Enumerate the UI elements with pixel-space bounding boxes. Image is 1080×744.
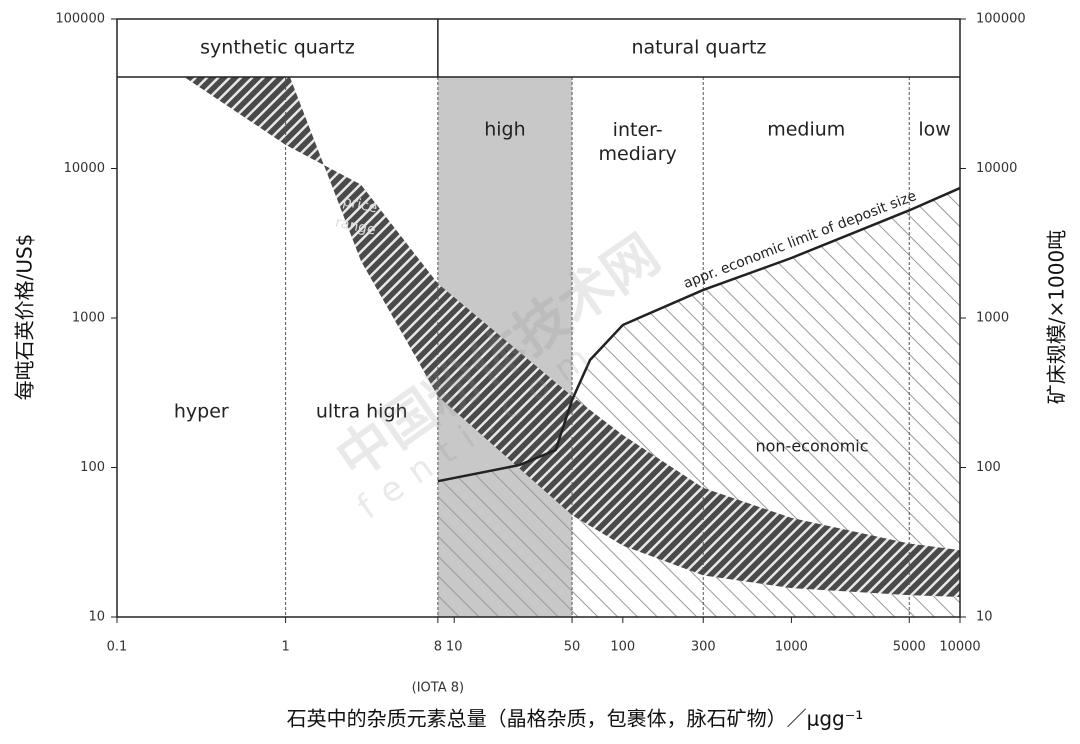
zone-label: low xyxy=(918,119,950,141)
y2-axis-label: 矿床规模/×1000吨 xyxy=(1045,230,1069,404)
price-band-label-line: price xyxy=(341,194,378,217)
y2-tick-label: 10 xyxy=(976,610,993,625)
zone-label: hyper xyxy=(174,401,229,423)
price-band xyxy=(184,77,960,598)
y-tick-label: 100 xyxy=(80,460,105,475)
x-tick-label: 8 xyxy=(434,640,442,655)
y-tick-label: 10000 xyxy=(64,161,105,176)
y2-tick-label: 10000 xyxy=(976,161,1017,176)
y-tick-label: 1000 xyxy=(72,311,105,326)
economic-limit-line xyxy=(437,186,961,483)
x-tick-label: 10000 xyxy=(939,640,980,655)
zone-label: high xyxy=(484,119,525,141)
x-tick-label: 1 xyxy=(281,640,289,655)
y2-tick-label: 1000 xyxy=(976,311,1009,326)
zone-label: medium xyxy=(767,119,845,141)
price-band-label: pricerange xyxy=(334,193,382,239)
x-tick-label: 5000 xyxy=(893,640,926,655)
x-axis-label: 石英中的杂质元素总量（晶格杂质，包裹体，脉石矿物）／μgg⁻¹ xyxy=(287,707,864,731)
x-tick-label: 1000 xyxy=(775,640,808,655)
zone-label: ultra high xyxy=(316,401,408,423)
x-tick-label: 10 xyxy=(446,640,463,655)
x-tick-label: 300 xyxy=(691,640,716,655)
header-label: natural quartz xyxy=(631,37,766,59)
y-axis-label: 每吨石英价格/US$ xyxy=(13,234,37,401)
zone-label: inter-mediary xyxy=(599,119,677,165)
y2-tick-label: 100000 xyxy=(976,12,1026,27)
x-tick-label: 0.1 xyxy=(107,640,128,655)
x-tick-label: 50 xyxy=(564,640,581,655)
y-tick-label: 100000 xyxy=(55,12,105,27)
y-tick-label: 10 xyxy=(88,610,105,625)
x-tick-label: 100 xyxy=(610,640,635,655)
zone-label-line: inter- xyxy=(613,119,663,141)
zone-label-line: mediary xyxy=(599,143,677,165)
x-tick-note: (IOTA 8) xyxy=(412,681,464,696)
price-band-group xyxy=(184,77,960,598)
header-label: synthetic quartz xyxy=(200,37,355,59)
y2-tick-label: 100 xyxy=(976,460,1001,475)
region-label: non-economic xyxy=(755,437,868,456)
